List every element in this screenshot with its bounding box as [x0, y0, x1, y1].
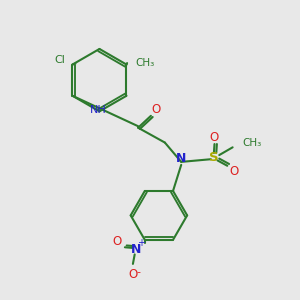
Text: O: O	[112, 236, 121, 248]
Text: O: O	[229, 165, 239, 178]
Text: Cl: Cl	[54, 55, 65, 65]
Text: O: O	[151, 103, 160, 116]
Text: S: S	[209, 151, 219, 164]
Text: N: N	[131, 243, 141, 256]
Text: N: N	[176, 152, 186, 165]
Text: O: O	[128, 268, 137, 281]
Text: NH: NH	[90, 105, 107, 115]
Text: CH₃: CH₃	[242, 139, 261, 148]
Text: +: +	[137, 238, 145, 248]
Text: CH₃: CH₃	[135, 58, 155, 68]
Text: -: -	[137, 267, 141, 277]
Text: O: O	[210, 131, 219, 144]
